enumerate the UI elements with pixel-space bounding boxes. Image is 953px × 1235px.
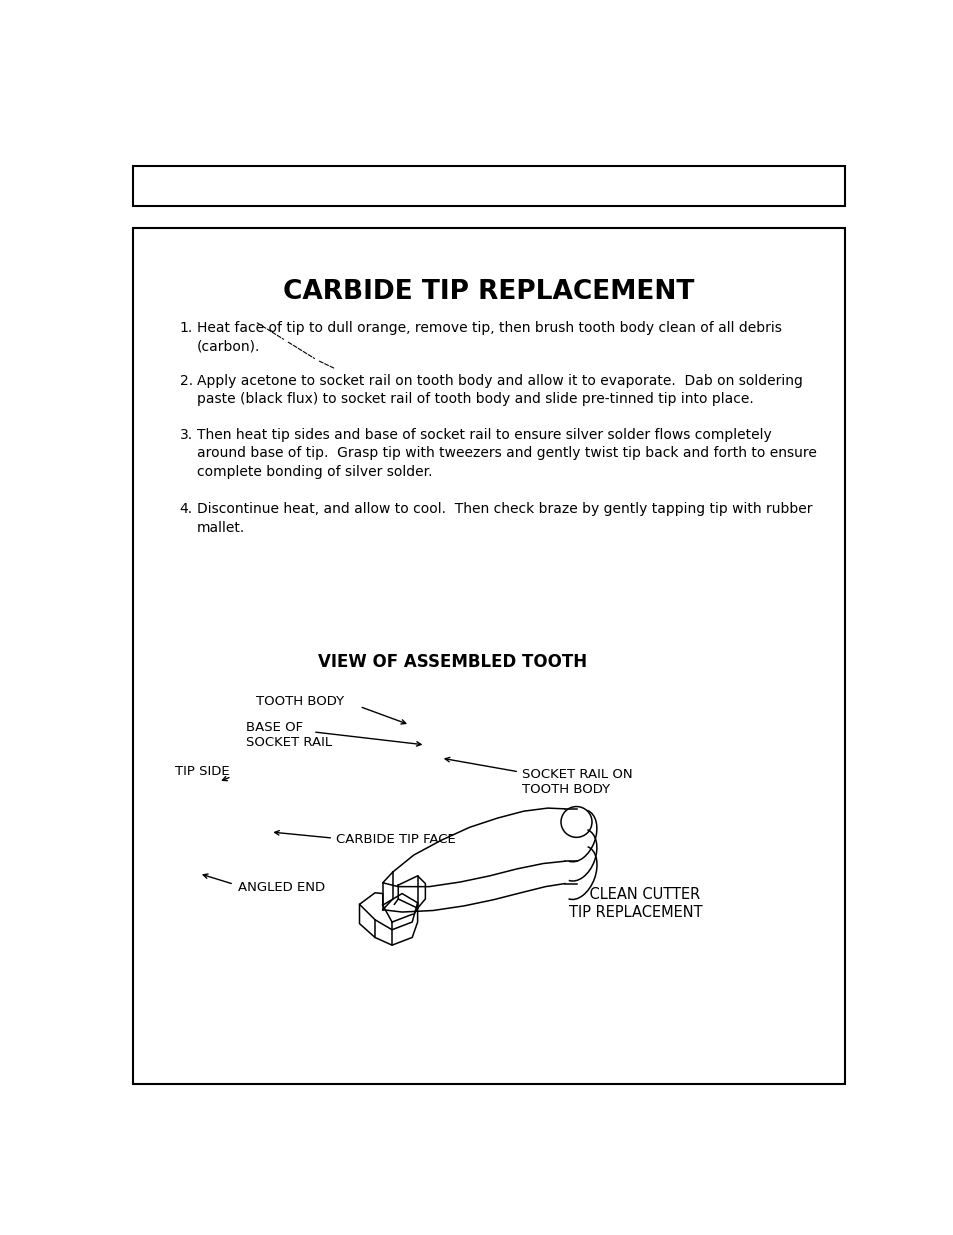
Text: SOCKET RAIL ON
TOOTH BODY: SOCKET RAIL ON TOOTH BODY xyxy=(521,768,632,797)
Text: 2.: 2. xyxy=(179,374,193,388)
Bar xyxy=(133,165,843,206)
Text: TIP SIDE: TIP SIDE xyxy=(174,766,230,778)
Text: Discontinue heat, and allow to cool.  Then check braze by gently tapping tip wit: Discontinue heat, and allow to cool. The… xyxy=(196,503,811,535)
Text: VIEW OF ASSEMBLED TOOTH: VIEW OF ASSEMBLED TOOTH xyxy=(317,652,586,671)
Text: 3.: 3. xyxy=(179,427,193,442)
Text: CLEAN CUTTER
TIP REPLACEMENT: CLEAN CUTTER TIP REPLACEMENT xyxy=(568,888,701,920)
Text: ANGLED END: ANGLED END xyxy=(237,881,325,894)
Text: Heat face of tip to dull orange, remove tip, then brush tooth body clean of all : Heat face of tip to dull orange, remove … xyxy=(196,321,781,354)
Text: TOOTH BODY: TOOTH BODY xyxy=(255,694,344,708)
Text: 1.: 1. xyxy=(179,321,193,336)
Text: CARBIDE TIP REPLACEMENT: CARBIDE TIP REPLACEMENT xyxy=(283,279,694,305)
Text: Apply acetone to socket rail on tooth body and allow it to evaporate.  Dab on so: Apply acetone to socket rail on tooth bo… xyxy=(196,374,801,406)
Text: CARBIDE TIP FACE: CARBIDE TIP FACE xyxy=(335,834,456,846)
Text: 4.: 4. xyxy=(179,503,193,516)
Text: BASE OF
SOCKET RAIL: BASE OF SOCKET RAIL xyxy=(245,721,332,750)
Text: Then heat tip sides and base of socket rail to ensure silver solder flows comple: Then heat tip sides and base of socket r… xyxy=(196,427,816,478)
